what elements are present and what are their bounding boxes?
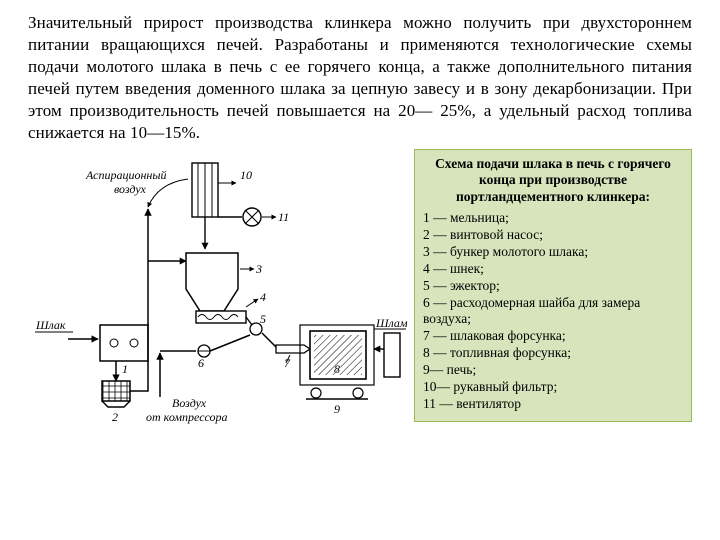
slide: Значительный прирост производства клинке… xyxy=(0,0,720,540)
pipe-up xyxy=(130,209,148,391)
label-asp-air-1: Аспирационный xyxy=(85,168,167,182)
legend-item: 10— рукавный фильтр; xyxy=(423,379,683,396)
legend-item: 6 — расходомерная шайба для замера возду… xyxy=(423,295,683,329)
legend-item: 8 — топливная форсунка; xyxy=(423,345,683,362)
legend-item: 4 — шнек; xyxy=(423,261,683,278)
node-3-label: 3 xyxy=(255,262,262,276)
node-4-label: 4 xyxy=(260,290,266,304)
node-8-label: 8 xyxy=(334,362,340,376)
slurry-tank xyxy=(384,333,400,377)
legend-item: 2 — винтовой насос; xyxy=(423,227,683,244)
node-mill xyxy=(100,325,148,361)
legend-item: 9— печь; xyxy=(423,362,683,379)
label-slag: Шлак xyxy=(35,318,66,332)
node-auger xyxy=(196,311,246,323)
node-1-label: 1 xyxy=(122,362,128,376)
label-comp-air-1: Воздух xyxy=(172,396,207,410)
node-6-label: 6 xyxy=(198,356,204,370)
label-slurry: Шлам xyxy=(375,316,408,330)
node-5-label: 5 xyxy=(260,312,266,326)
node-slag-nozzle xyxy=(276,345,310,353)
body-paragraph: Значительный прирост производства клинке… xyxy=(28,12,692,145)
node-11-label: 11 xyxy=(278,210,289,224)
node-9-label: 9 xyxy=(334,402,340,416)
legend-title: Схема подачи шлака в печь с горячего кон… xyxy=(423,156,683,207)
label-asp-air-2: воздух xyxy=(114,182,146,196)
node-2-label: 2 xyxy=(112,410,118,424)
legend-item: 7 — шлаковая форсунка; xyxy=(423,328,683,345)
legend-box: Схема подачи шлака в печь с горячего кон… xyxy=(414,149,692,422)
legend-container: Схема подачи шлака в печь с горячего кон… xyxy=(408,149,692,434)
node-10-label: 10 xyxy=(240,168,252,182)
node-screw-pump xyxy=(102,381,130,401)
diagram-container: Шлак 1 2 Аспирационный воздух xyxy=(28,149,408,434)
content-row: Шлак 1 2 Аспирационный воздух xyxy=(28,149,692,434)
process-diagram: Шлак 1 2 Аспирационный воздух xyxy=(28,149,408,429)
legend-item: 5 — эжектор; xyxy=(423,278,683,295)
label-comp-air-2: от компрессора xyxy=(146,410,228,424)
node-bunker xyxy=(186,253,238,311)
legend-item: 1 — мельница; xyxy=(423,210,683,227)
node-7-label: 7 xyxy=(284,356,291,370)
legend-item: 3 — бункер молотого шлака; xyxy=(423,244,683,261)
legend-item: 11 — вентилятор xyxy=(423,396,683,413)
